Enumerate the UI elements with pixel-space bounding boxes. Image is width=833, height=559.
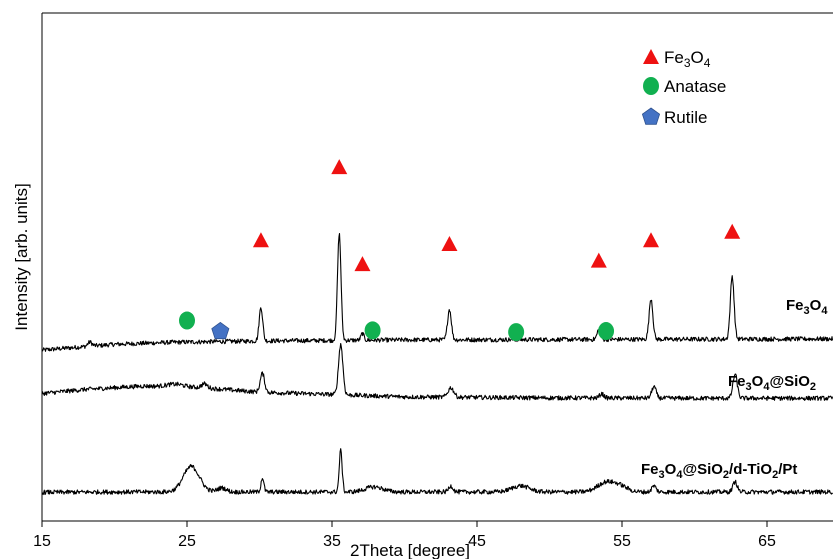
circle-marker-9 <box>364 321 381 340</box>
series-3-line <box>41 448 833 496</box>
x-tick-label-5: 55 <box>613 533 631 550</box>
x-axis-title: 2Theta [degree] <box>350 541 470 559</box>
x-tick-label-3: 35 <box>323 533 341 550</box>
triangle-marker-5 <box>590 252 607 268</box>
legend-label-1: Fe3O4 <box>664 48 711 70</box>
series-1-label: Fe3O4 <box>786 297 828 317</box>
series-layer <box>41 232 833 496</box>
legend-label-3: Rutile <box>664 108 707 127</box>
triangle-marker-1 <box>252 232 269 248</box>
legend-triangle-icon <box>643 49 659 64</box>
legend-pentagon-icon <box>641 107 661 125</box>
x-tick-label-1: 15 <box>33 533 51 550</box>
x-ticks-layer: 15 25 35 45 55 65 <box>33 521 776 550</box>
legend: Fe3O4 Anatase Rutile <box>641 48 726 127</box>
legend-circle-icon <box>643 77 659 95</box>
y-axis-title: Intensity [arb. units] <box>12 183 31 330</box>
peak-marker-layer <box>179 159 741 342</box>
pentagon-marker-12 <box>211 321 230 340</box>
triangle-marker-7 <box>724 223 741 239</box>
triangle-marker-2 <box>331 159 348 175</box>
axes-layer <box>41 12 833 522</box>
circle-marker-11 <box>598 322 615 341</box>
series-label-layer: Fe3O4 Fe3O4@SiO2 Fe3O4@SiO2/d-TiO2/Pt <box>641 297 828 481</box>
series-1-line <box>41 232 833 352</box>
circle-marker-10 <box>508 323 525 342</box>
series-2-label: Fe3O4@SiO2 <box>728 373 816 393</box>
legend-label-2: Anatase <box>664 77 726 96</box>
triangle-marker-6 <box>643 232 659 248</box>
series-2-line <box>41 342 833 401</box>
circle-marker-8 <box>179 311 195 330</box>
x-tick-label-2: 25 <box>178 533 196 550</box>
x-tick-label-6: 65 <box>758 533 776 550</box>
triangle-marker-4 <box>441 236 458 252</box>
triangle-marker-3 <box>354 256 371 272</box>
series-3-label: Fe3O4@SiO2/d-TiO2/Pt <box>641 461 797 481</box>
x-tick-label-4: 45 <box>468 533 486 550</box>
